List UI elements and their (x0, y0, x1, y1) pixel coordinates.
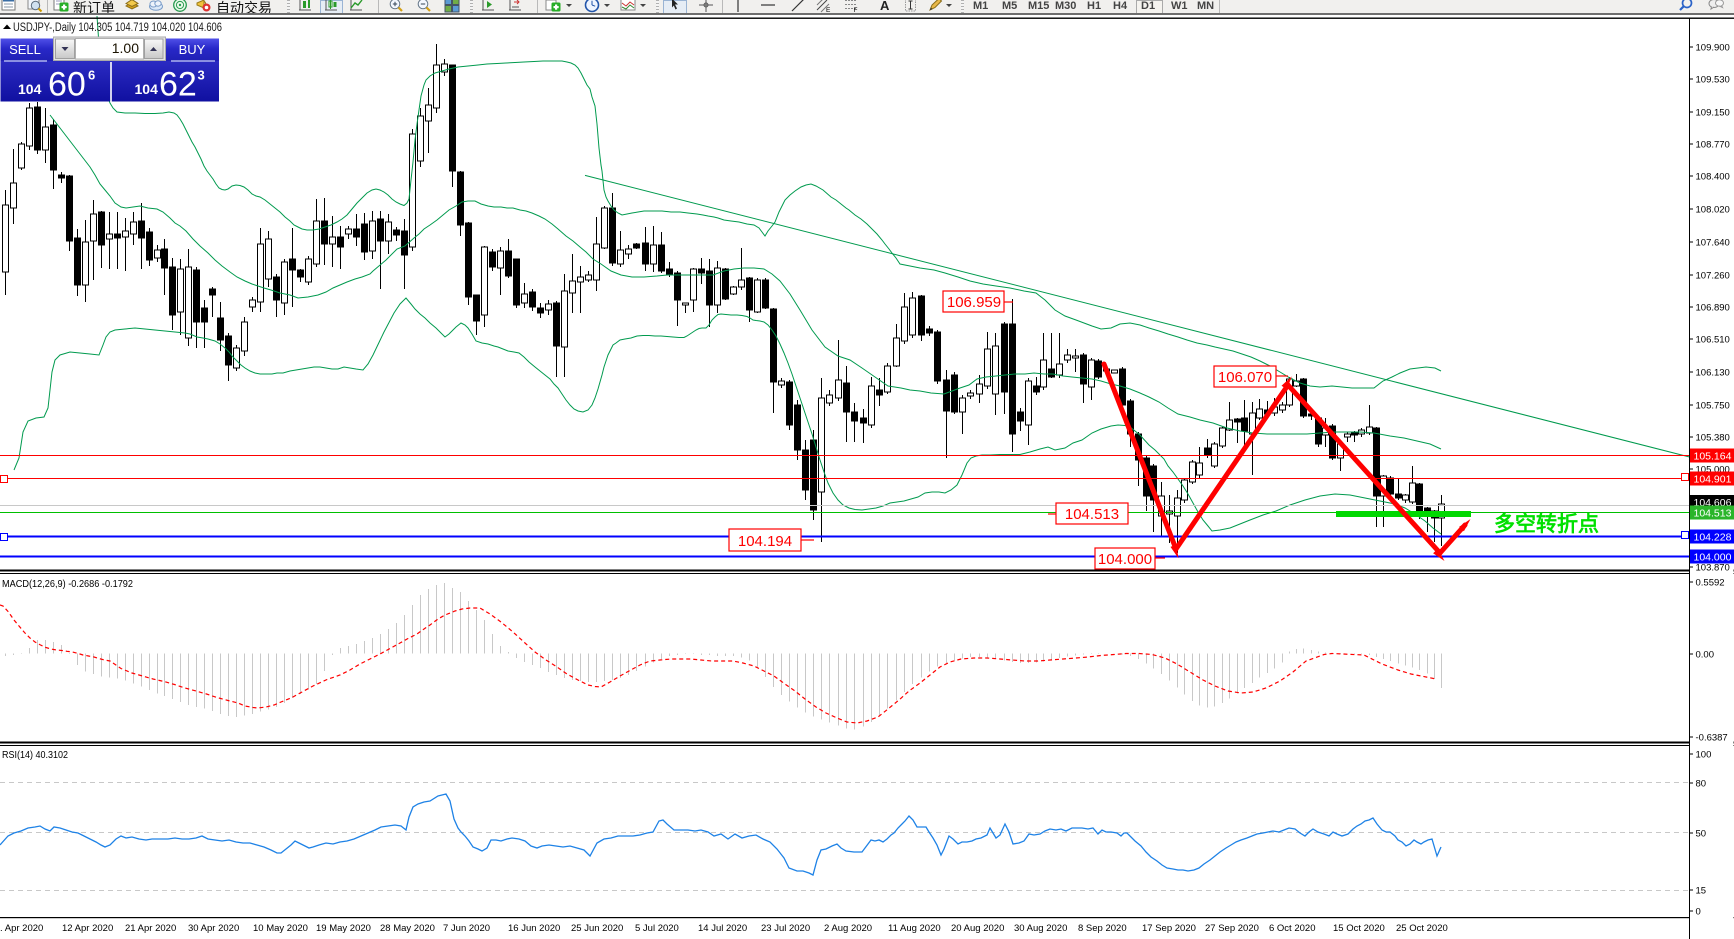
svg-text:25 Oct 2020: 25 Oct 2020 (1396, 923, 1448, 934)
svg-text:109.530: 109.530 (1696, 75, 1730, 86)
svg-text:108.770: 108.770 (1696, 140, 1730, 151)
svg-text:50: 50 (1696, 829, 1707, 840)
svg-text:109.900: 109.900 (1696, 43, 1730, 54)
svg-text:25 Jun 2020: 25 Jun 2020 (571, 923, 623, 934)
svg-text:0.00: 0.00 (1696, 650, 1715, 661)
svg-text:11 Aug 2020: 11 Aug 2020 (888, 923, 941, 934)
svg-text:MACD(12,26,9) -0.2686 -0.1792: MACD(12,26,9) -0.2686 -0.1792 (2, 578, 133, 590)
svg-text:104: 104 (18, 81, 42, 97)
svg-text:108.020: 108.020 (1696, 205, 1730, 216)
svg-text:USDJPY-,Daily 104.305 104.719: USDJPY-,Daily 104.305 104.719 104.020 10… (13, 22, 222, 34)
svg-text:106.070: 106.070 (1218, 369, 1272, 386)
svg-text:106.890: 106.890 (1696, 303, 1730, 314)
svg-text:RSI(14) 40.3102: RSI(14) 40.3102 (2, 749, 68, 761)
svg-text:7 Jun 2020: 7 Jun 2020 (443, 923, 490, 934)
svg-text:0.5592: 0.5592 (1696, 578, 1725, 589)
svg-text:109.150: 109.150 (1696, 108, 1730, 119)
svg-text:3: 3 (198, 68, 205, 83)
svg-text:105.380: 105.380 (1696, 433, 1730, 444)
svg-text:104.513: 104.513 (1694, 507, 1732, 519)
svg-text:多空转折点: 多空转折点 (1494, 512, 1599, 536)
svg-text:5 Jul 2020: 5 Jul 2020 (635, 923, 679, 934)
svg-text:108.400: 108.400 (1696, 172, 1730, 183)
svg-text:-0.6387: -0.6387 (1696, 733, 1728, 744)
svg-text:14 Jul 2020: 14 Jul 2020 (698, 923, 747, 934)
svg-text:1.00: 1.00 (112, 40, 139, 56)
svg-text:8 Sep 2020: 8 Sep 2020 (1078, 923, 1127, 934)
svg-text:0: 0 (1696, 907, 1701, 918)
svg-text:30 Apr 2020: 30 Apr 2020 (188, 923, 239, 934)
svg-text:10 May 2020: 10 May 2020 (253, 923, 308, 934)
svg-text:104.000: 104.000 (1098, 551, 1152, 568)
svg-text:27 Sep 2020: 27 Sep 2020 (1205, 923, 1259, 934)
svg-text:106.959: 106.959 (947, 294, 1001, 311)
svg-text:100: 100 (1696, 750, 1712, 761)
svg-text:28 May 2020: 28 May 2020 (380, 923, 435, 934)
svg-text:103.870: 103.870 (1696, 563, 1730, 574)
svg-text:6 Oct 2020: 6 Oct 2020 (1269, 923, 1315, 934)
svg-text:60: 60 (48, 66, 86, 104)
svg-text:15: 15 (1696, 886, 1707, 897)
svg-text:23 Jul 2020: 23 Jul 2020 (761, 923, 810, 934)
svg-text:6: 6 (88, 68, 95, 83)
svg-text:12 Apr 2020: 12 Apr 2020 (62, 923, 113, 934)
svg-text:104.513: 104.513 (1065, 506, 1119, 523)
svg-text:104.228: 104.228 (1694, 531, 1732, 543)
svg-text:105.750: 105.750 (1696, 401, 1730, 412)
svg-text:106.510: 106.510 (1696, 335, 1730, 346)
svg-text:104.901: 104.901 (1694, 473, 1732, 485)
svg-text:107.640: 107.640 (1696, 238, 1730, 249)
svg-text:15 Oct 2020: 15 Oct 2020 (1333, 923, 1385, 934)
svg-text:107.260: 107.260 (1696, 271, 1730, 282)
svg-text:2 Aug 2020: 2 Aug 2020 (824, 923, 872, 934)
svg-text:30 Aug 2020: 30 Aug 2020 (1014, 923, 1067, 934)
svg-text:104.000: 104.000 (1694, 551, 1732, 563)
svg-text:20 Aug 2020: 20 Aug 2020 (951, 923, 1004, 934)
svg-text:F: F (854, 7, 858, 13)
svg-text:E: E (826, 7, 831, 13)
svg-text:BUY: BUY (179, 42, 206, 57)
svg-text:62: 62 (159, 66, 197, 104)
svg-text:104.194: 104.194 (738, 533, 792, 550)
svg-text:106.130: 106.130 (1696, 368, 1730, 379)
svg-text:. Apr 2020: . Apr 2020 (0, 923, 43, 934)
svg-text:80: 80 (1696, 779, 1707, 790)
svg-text:19 May 2020: 19 May 2020 (316, 923, 371, 934)
svg-text:16 Jun 2020: 16 Jun 2020 (508, 923, 560, 934)
svg-text:104: 104 (135, 81, 159, 97)
svg-text:21 Apr 2020: 21 Apr 2020 (125, 923, 176, 934)
svg-text:17 Sep 2020: 17 Sep 2020 (1142, 923, 1196, 934)
svg-text:SELL: SELL (9, 42, 41, 57)
svg-text:105.164: 105.164 (1694, 450, 1732, 462)
svg-text:105.000: 105.000 (1696, 465, 1730, 476)
